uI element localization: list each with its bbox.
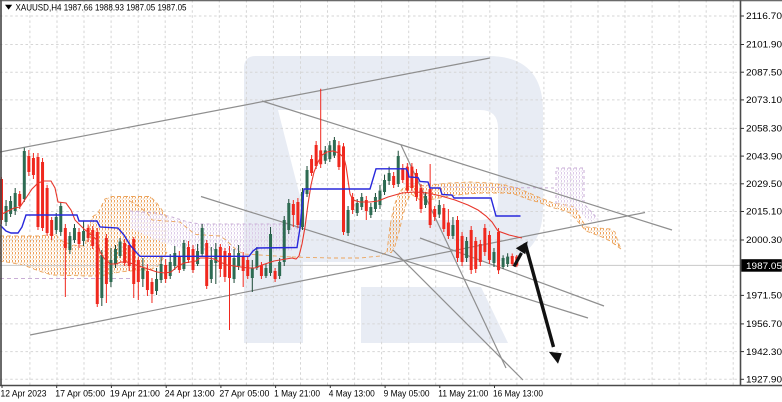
svg-text:2029.50: 2029.50 [746, 179, 782, 190]
svg-text:2000.30: 2000.30 [746, 235, 782, 246]
svg-text:16 May 13:00: 16 May 13:00 [493, 389, 543, 400]
svg-text:2116.70: 2116.70 [746, 11, 782, 22]
svg-text:2101.90: 2101.90 [746, 40, 782, 51]
svg-text:17 Apr 05:00: 17 Apr 05:00 [55, 389, 105, 400]
svg-text:2058.30: 2058.30 [746, 124, 782, 135]
svg-text:2073.10: 2073.10 [746, 95, 782, 106]
svg-text:9 May 05:00: 9 May 05:00 [384, 389, 430, 400]
svg-text:1 May 21:00: 1 May 21:00 [274, 389, 320, 400]
svg-text:11 May 21:00: 11 May 21:00 [438, 389, 488, 400]
svg-text:2043.90: 2043.90 [746, 151, 782, 162]
svg-text:1987.05: 1987.05 [746, 261, 782, 272]
svg-text:19 Apr 21:00: 19 Apr 21:00 [110, 389, 160, 400]
svg-text:1971.50: 1971.50 [746, 291, 782, 302]
svg-text:27 Apr 05:00: 27 Apr 05:00 [219, 389, 269, 400]
svg-text:2015.10: 2015.10 [746, 207, 782, 218]
svg-text:2087.50: 2087.50 [746, 67, 782, 78]
svg-text:1942.30: 1942.30 [746, 347, 782, 358]
svg-text:XAUUSD,H4 1987.66 1988.93 198: XAUUSD,H4 1987.66 1988.93 1987.05 1987.0… [16, 2, 187, 12]
svg-text:1956.70: 1956.70 [746, 319, 782, 330]
svg-text:4 May 13:00: 4 May 13:00 [329, 389, 375, 400]
svg-text:12 Apr 2023: 12 Apr 2023 [1, 389, 47, 400]
svg-text:1927.90: 1927.90 [746, 375, 782, 386]
svg-text:24 Apr 13:00: 24 Apr 13:00 [165, 389, 215, 400]
